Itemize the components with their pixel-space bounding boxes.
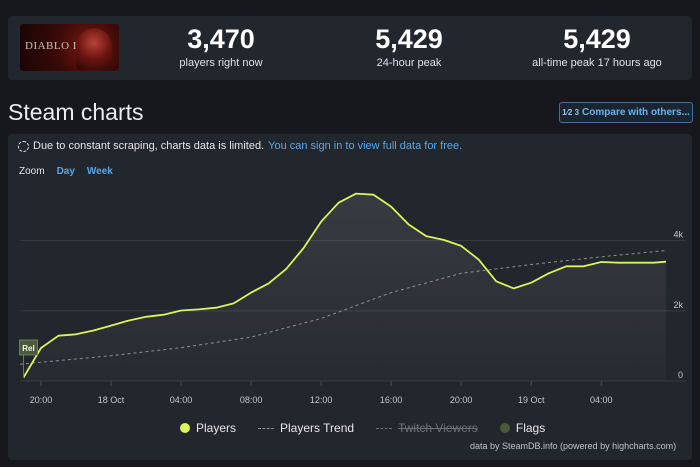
game-artwork bbox=[76, 28, 112, 70]
players-dot-icon bbox=[180, 423, 190, 433]
stats-bar: DIABLO IV 3,470 players right now 5,429 … bbox=[8, 16, 692, 80]
stat-label: 24-hour peak bbox=[376, 57, 442, 69]
dashed-line-icon bbox=[258, 427, 275, 429]
zoom-day-button[interactable]: Day bbox=[56, 166, 75, 177]
x-tick-label: 20:00 bbox=[30, 395, 53, 405]
notice-text: Due to constant scraping, charts data is… bbox=[33, 140, 265, 152]
x-tick-label: 16:00 bbox=[380, 395, 403, 405]
x-tick-label: 12:00 bbox=[310, 395, 333, 405]
legend-trend-label: Players Trend bbox=[280, 421, 355, 435]
flags-dot-icon bbox=[499, 423, 510, 433]
game-thumbnail[interactable]: DIABLO IV bbox=[20, 24, 119, 71]
x-tick-label: 04:00 bbox=[590, 395, 613, 405]
compare-button-label: Compare with others... bbox=[582, 107, 690, 118]
legend-twitch-viewers[interactable]: Twitch Viewers bbox=[376, 421, 478, 435]
legend-twitch-label: Twitch Viewers bbox=[398, 421, 478, 435]
stat-24h-peak: 5,429 24-hour peak bbox=[344, 22, 474, 70]
x-tick-label: 20:00 bbox=[450, 395, 473, 405]
stat-value: 5,429 bbox=[375, 24, 443, 54]
dashed-line-icon bbox=[376, 427, 393, 429]
y-tick-label: 4k bbox=[673, 230, 683, 240]
legend-players-trend[interactable]: Players Trend bbox=[258, 421, 354, 435]
x-tick-label: 19 Oct bbox=[518, 395, 545, 405]
scraping-notice: Due to constant scraping, charts data is… bbox=[18, 140, 462, 152]
game-logo: DIABLO IV bbox=[25, 40, 86, 52]
chart-panel: Due to constant scraping, charts data is… bbox=[8, 134, 692, 460]
sign-in-link[interactable]: You can sign in to view full data for fr… bbox=[268, 140, 463, 152]
zoom-label: Zoom bbox=[19, 166, 45, 177]
y-tick-label: 2k bbox=[673, 300, 683, 310]
zoom-controls: Zoom Day Week bbox=[19, 166, 113, 177]
legend-players-label: Players bbox=[196, 421, 237, 435]
stat-all-time-peak: 5,429 all-time peak 17 hours ago bbox=[517, 22, 677, 70]
y-tick-label: 0 bbox=[678, 370, 683, 380]
players-trend-line bbox=[19, 250, 667, 365]
players-chart[interactable]: 0 2k 4k 20:00 18 Oct 04:00 08:00 12:00 16:00 20:0… bbox=[8, 134, 692, 414]
legend-players[interactable]: Players bbox=[180, 421, 236, 435]
x-tick-label: 04:00 bbox=[170, 395, 193, 405]
zoom-week-button[interactable]: Week bbox=[86, 166, 113, 177]
release-flag bbox=[19, 339, 38, 356]
legend-flags[interactable]: Flags bbox=[499, 421, 546, 435]
players-area bbox=[23, 193, 666, 381]
stat-label: all-time peak 17 hours ago bbox=[532, 57, 662, 69]
section-title: Steam charts bbox=[8, 99, 144, 125]
stat-value: 3,470 bbox=[187, 24, 255, 54]
stat-current-players: 3,470 players right now bbox=[156, 22, 286, 70]
x-tick-label: 08:00 bbox=[240, 395, 263, 405]
stat-value: 5,429 bbox=[563, 24, 631, 54]
legend-flags-label: Flags bbox=[515, 421, 546, 435]
chart-credit: data by SteamDB.info (powered by highcha… bbox=[470, 441, 677, 451]
players-line bbox=[22, 192, 667, 378]
chart-legend: Players Players Trend Twitch Viewers Fla… bbox=[180, 421, 545, 435]
release-flag-label: Rel bbox=[22, 344, 34, 353]
stat-label: players right now bbox=[179, 57, 263, 69]
x-tick-label: 18 Oct bbox=[98, 395, 125, 405]
compare-button[interactable]: 1⁄2 3 Compare with others... bbox=[559, 102, 693, 123]
fraction-icon: 1⁄2 3 bbox=[562, 107, 580, 117]
loading-circle-icon bbox=[18, 140, 29, 152]
